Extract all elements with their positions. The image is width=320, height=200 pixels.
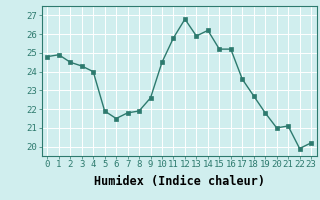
X-axis label: Humidex (Indice chaleur): Humidex (Indice chaleur) (94, 175, 265, 188)
